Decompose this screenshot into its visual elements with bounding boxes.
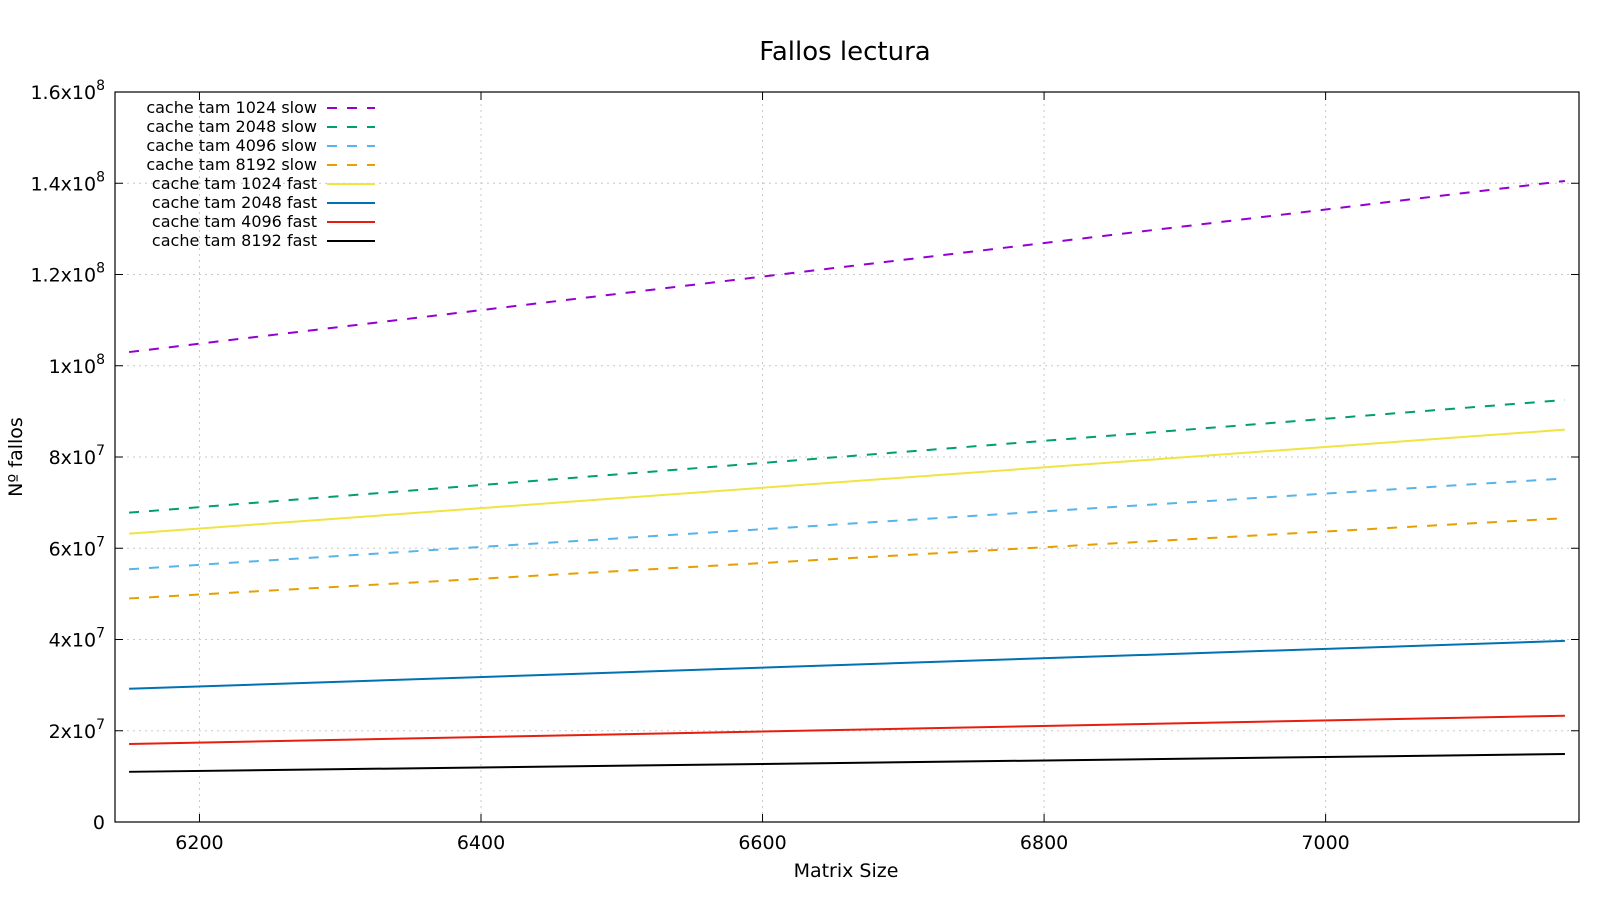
x-tick-label: 6400 bbox=[457, 832, 505, 854]
y-tick-label: 8x107 bbox=[49, 443, 105, 469]
y-tick-label-exponent: 7 bbox=[96, 626, 105, 642]
y-tick-label-exponent: 7 bbox=[96, 534, 105, 550]
series-line-3 bbox=[129, 477, 1565, 571]
grid bbox=[115, 92, 1579, 822]
y-tick-label-base: 1.2x10 bbox=[30, 265, 96, 287]
y-tick-label: 1.6x108 bbox=[30, 78, 105, 104]
y-tick-label-base: 8x10 bbox=[49, 447, 97, 469]
y-tick-label-exponent: 8 bbox=[96, 261, 105, 277]
y-tick-label: 1.2x108 bbox=[30, 261, 105, 287]
x-tick-label: 6600 bbox=[738, 832, 786, 854]
y-tick-label: 6x107 bbox=[49, 534, 105, 560]
series-line-7 bbox=[129, 714, 1565, 745]
y-tick-label-base: 6x10 bbox=[49, 538, 97, 560]
legend-label: cache tam 2048 slow bbox=[146, 117, 317, 136]
y-tick-label-base: 1.6x10 bbox=[30, 82, 96, 104]
y-tick-label-base: 4x10 bbox=[49, 630, 97, 652]
legend-label: cache tam 8192 fast bbox=[152, 231, 317, 250]
legend-label: cache tam 4096 slow bbox=[146, 136, 317, 155]
y-axis-label: Nº fallos bbox=[5, 417, 27, 497]
y-tick-label: 2x107 bbox=[49, 717, 105, 743]
series-line-6 bbox=[129, 639, 1565, 690]
legend-label: cache tam 1024 fast bbox=[152, 174, 317, 193]
legend-label: cache tam 2048 fast bbox=[152, 193, 317, 212]
y-tick-label-base: 1x10 bbox=[49, 356, 97, 378]
y-tick-label-exponent: 8 bbox=[96, 78, 105, 94]
y-tick-label: 1.4x108 bbox=[30, 169, 105, 195]
series-line-4 bbox=[129, 517, 1565, 600]
axis-ticks: 6200 6400 6600 6800 700002x1074x1076x1078x10… bbox=[30, 78, 1579, 854]
series-line-1 bbox=[128, 179, 1566, 354]
y-tick-label-base: 2x10 bbox=[49, 721, 97, 743]
x-axis-label: Matrix Size bbox=[794, 860, 899, 882]
x-tick-label: 6800 bbox=[1020, 832, 1068, 854]
x-tick-label: 6200 bbox=[175, 832, 223, 854]
series-line-2 bbox=[128, 398, 1566, 514]
y-tick-label: 0 bbox=[93, 812, 105, 834]
y-tick-label-base: 0 bbox=[93, 812, 105, 834]
series-lines bbox=[128, 179, 1566, 773]
y-tick-label: 1x108 bbox=[49, 352, 105, 378]
legend-label: cache tam 4096 fast bbox=[152, 212, 317, 231]
y-tick-label-exponent: 8 bbox=[96, 169, 105, 185]
x-tick-label: 7000 bbox=[1301, 832, 1349, 854]
y-tick-label-exponent: 7 bbox=[96, 443, 105, 459]
y-tick-label-base: 1.4x10 bbox=[30, 173, 96, 195]
chart-title: Fallos lectura bbox=[759, 37, 930, 67]
y-tick-label: 4x107 bbox=[49, 626, 105, 652]
y-tick-label-exponent: 8 bbox=[96, 352, 105, 368]
legend-label: cache tam 1024 slow bbox=[146, 98, 317, 117]
legend-label: cache tam 8192 slow bbox=[146, 155, 317, 174]
y-tick-label-exponent: 7 bbox=[96, 717, 105, 733]
series-line-5 bbox=[129, 428, 1565, 535]
series-line-8 bbox=[129, 753, 1565, 773]
